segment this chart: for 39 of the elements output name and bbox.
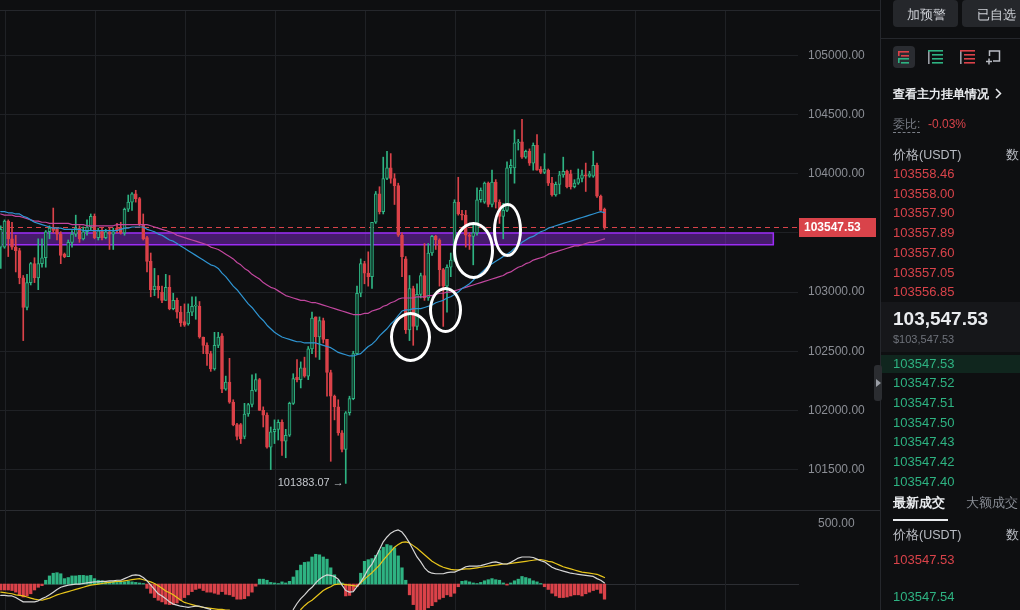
text: 103557.89: [893, 225, 955, 241]
text: 500.00: [818, 516, 856, 531]
y-tick-label: 104500.00: [808, 106, 866, 121]
text: 103557.05: [893, 265, 955, 281]
text: 103547.53: [893, 552, 955, 568]
text: 103558.00: [893, 186, 955, 202]
y-tick-label: 101500.00: [808, 461, 866, 476]
y-tick-label: 105000.00: [808, 47, 866, 62]
annotation: 101383.07 →: [277, 476, 344, 489]
y-tick-label: 102000.00: [808, 402, 866, 417]
text: -0.03%: [928, 117, 967, 132]
text: 103558.46: [893, 166, 955, 182]
text: 数: [1006, 147, 1019, 163]
text: 103557.90: [893, 205, 955, 221]
text: 查看主力挂单情况: [893, 86, 989, 102]
text: 103547.50: [893, 415, 955, 431]
text: 加预警: [907, 7, 946, 23]
text: 103547.42: [893, 454, 955, 470]
y-tick-label: 104000.00: [808, 166, 866, 181]
ref-line-label: 103547.53: [804, 219, 862, 234]
text: 103556.85: [893, 284, 955, 300]
text: 103557.60: [893, 245, 955, 261]
text: 103547.51: [893, 395, 955, 411]
text: 已自选: [977, 7, 1016, 23]
text: $103,547.53: [893, 332, 955, 346]
text: 103547.54: [893, 589, 955, 605]
text: 数: [1006, 527, 1019, 543]
text: 103547.52: [893, 375, 955, 391]
y-tick-label: 103000.00: [808, 284, 866, 299]
y-tick-label: 102500.00: [808, 343, 866, 358]
text: 103,547.53: [893, 308, 989, 330]
text: 委比:: [893, 117, 921, 133]
text: 103547.53: [893, 356, 955, 372]
text: 103547.43: [893, 434, 955, 450]
text: 最新成交: [893, 495, 945, 511]
text: 103547.40: [893, 474, 955, 490]
text: 大额成交: [966, 495, 1018, 511]
text: 价格(USDT): [893, 527, 962, 543]
text: 价格(USDT): [893, 147, 962, 163]
